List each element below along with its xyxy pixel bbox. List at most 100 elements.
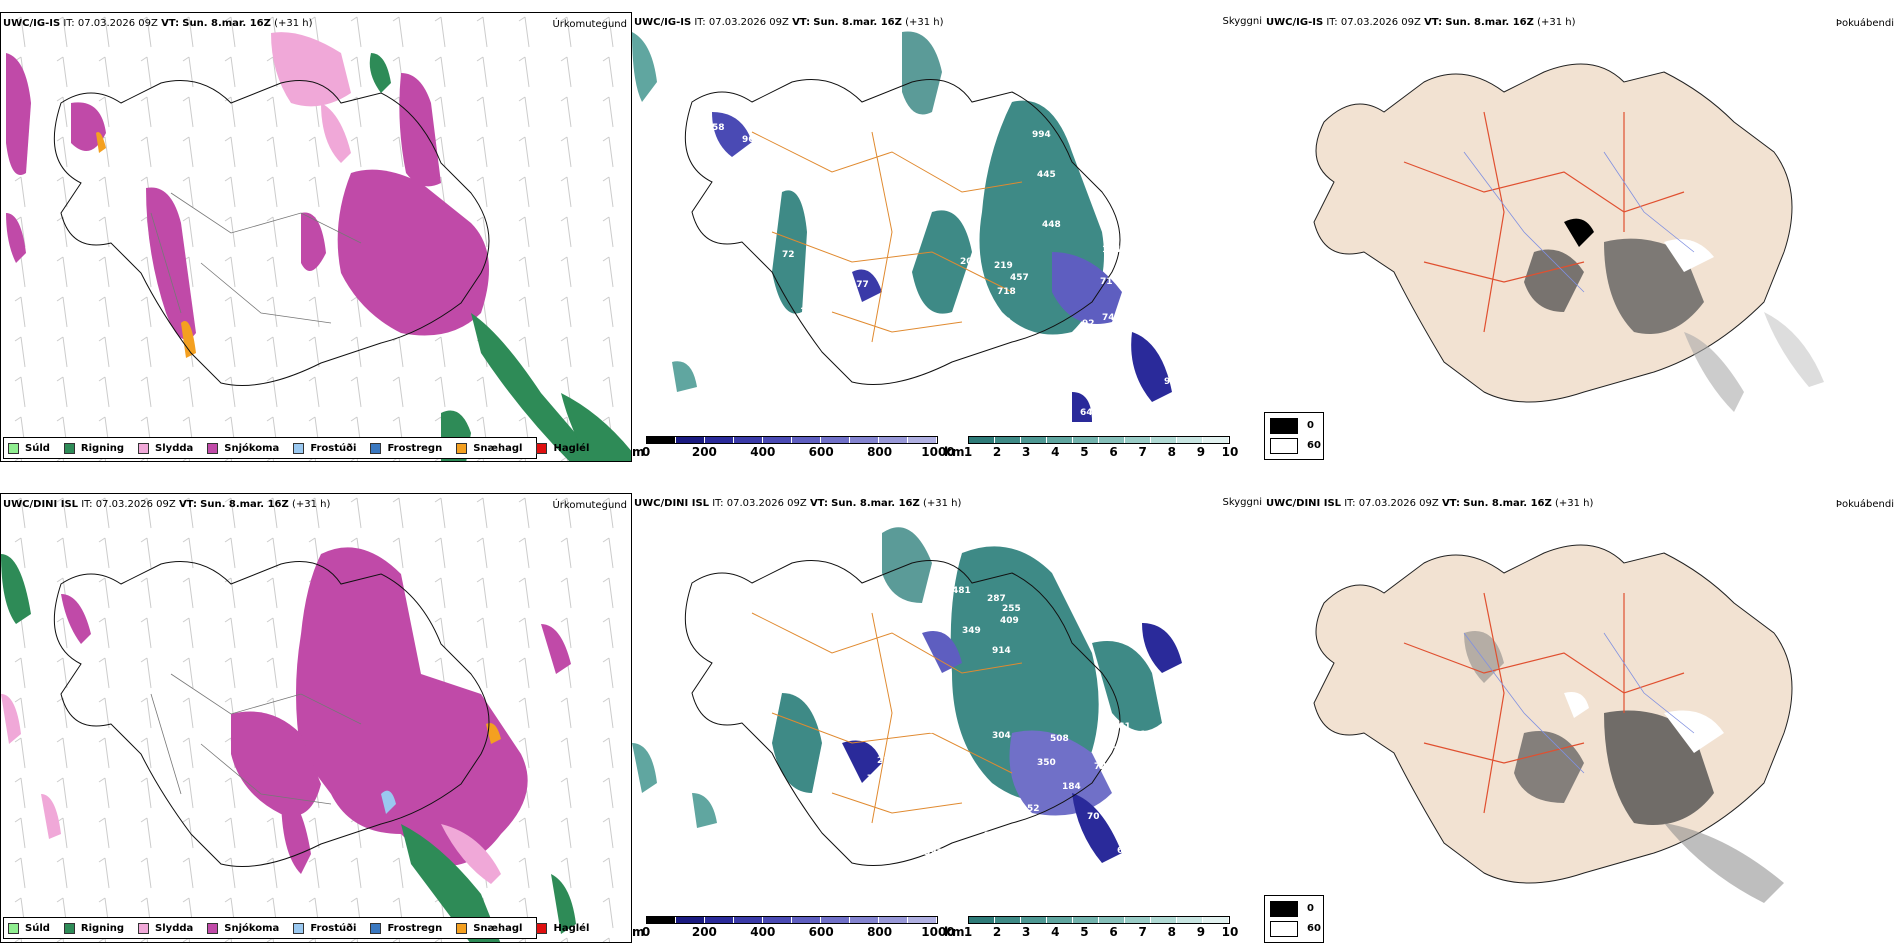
colorbar-segment	[1125, 437, 1151, 443]
legend-item: Haglél	[536, 922, 589, 934]
it-label: IT:	[1326, 17, 1338, 28]
height-label: 216	[877, 756, 896, 766]
colorbar-tick-label: 600	[808, 445, 834, 459]
colorbar-bar	[646, 436, 938, 444]
legend-item: Slydda	[138, 442, 193, 454]
colorbar-segment	[1073, 917, 1099, 923]
vt-label: VT:	[809, 498, 828, 509]
colorbar-tick-label: 0	[641, 925, 651, 939]
panel-title-cloud: Skyggni	[1222, 16, 1262, 27]
height-label: 718	[997, 287, 1016, 297]
colorbar-segment	[1203, 917, 1229, 923]
height-label: 115	[800, 307, 819, 317]
height-label: 110	[752, 230, 771, 240]
legend-item: Snæhagl	[456, 442, 522, 454]
height-label: 106	[1137, 746, 1156, 756]
fog-legend-top: 0 60	[1264, 412, 1324, 460]
legend-item: Snjókoma	[207, 442, 280, 454]
cloud-map-top: 58 96 865 349 994 445 448 184 207 219 45…	[632, 31, 1177, 422]
colorbar-tick-label: 6	[1109, 445, 1118, 459]
colorbar-tick-label: 8	[1167, 445, 1176, 459]
vt-label: VT:	[161, 18, 180, 29]
height-label: 71	[1100, 277, 1113, 287]
fog-legend-bottom: 0 60	[1264, 895, 1324, 943]
height-label: 561	[1112, 722, 1131, 732]
colorbar-segment	[1073, 437, 1099, 443]
colorbar-segment	[734, 917, 763, 923]
colorbar-segment	[792, 437, 821, 443]
height-label: 538	[910, 784, 929, 794]
colorbar-segment	[676, 917, 705, 923]
colorbar-tick-label: 9	[1196, 925, 1206, 939]
colorbar-segment	[1099, 917, 1125, 923]
model-name: UWC/IG-IS	[634, 17, 692, 28]
colorbar-segment	[676, 437, 705, 443]
height-label: 409	[1000, 616, 1019, 626]
fog-label-60: 60	[1307, 923, 1321, 934]
colorbar-segment	[908, 437, 937, 443]
fog-label-0: 0	[1307, 903, 1314, 914]
legend-item: Rigning	[63, 922, 124, 934]
legend-label: Haglél	[553, 442, 590, 454]
colorbar-segment	[705, 437, 734, 443]
colorbar-tick-label: 7	[1138, 445, 1147, 459]
fog-panel-bottom: UWC/DINI ISL IT: 07.03.2026 09Z VT: Sun.…	[1264, 493, 1900, 943]
colorbar-tick-label: 4	[1051, 925, 1060, 939]
swatch	[63, 922, 75, 934]
colorbar-tick-label: 3	[1022, 445, 1031, 459]
swatch	[536, 922, 548, 934]
legend-label: Snjókoma	[224, 922, 280, 934]
fog-label-0: 0	[1307, 420, 1314, 431]
height-label: 120	[894, 766, 913, 776]
colorbar-tick-label: 3	[1022, 925, 1031, 939]
height-label: 129	[974, 355, 993, 365]
height-label: 184	[1062, 782, 1081, 792]
header-bottom-cloud: UWC/DINI ISL IT: 07.03.2026 09Z VT: Sun.…	[634, 498, 961, 509]
colorbar-segment	[1099, 437, 1125, 443]
height-label: 457	[1010, 273, 1029, 283]
colorbar-segment	[995, 437, 1021, 443]
fog-label-60: 60	[1307, 440, 1321, 451]
colorbar-tick-label: 5	[1080, 925, 1089, 939]
height-label: 162	[992, 317, 1011, 327]
lead-time: (+31 h)	[1554, 498, 1594, 509]
colorbar-segment	[969, 437, 995, 443]
height-labels-top: 58 96 865 349 994 445 448 184 207 219 45…	[712, 123, 1177, 418]
height-label: 72	[1094, 762, 1107, 772]
colorbar-segment	[821, 917, 850, 923]
colorbar-segment	[850, 437, 879, 443]
height-label: 385	[922, 726, 941, 736]
height-label: 286	[1056, 335, 1075, 345]
legend-item: Snjókoma	[207, 922, 280, 934]
swatch	[207, 442, 219, 454]
legend-label: Frostúði	[310, 442, 357, 454]
it-value: 07.03.2026 09Z	[95, 499, 176, 510]
colorbar-segment	[1177, 917, 1203, 923]
height-label: 78	[867, 774, 880, 784]
colorbar-tick-label: 6	[1109, 925, 1118, 939]
fog-swatch-60	[1270, 921, 1298, 937]
panel-title-cloud: Skyggni	[1222, 497, 1262, 508]
colorbar-height-top: m 0 200 400 600 800 1000	[632, 436, 955, 462]
precip-type-panel-top: UWC/IG-IS IT: 07.03.2026 09Z VT: Sun. 8.…	[0, 12, 632, 462]
colorbar-tick-label: 2	[992, 925, 1002, 939]
vt-label: VT:	[1424, 17, 1443, 28]
legend-label: Frostregn	[387, 442, 443, 454]
swatch	[207, 922, 219, 934]
legend-item: Frostregn	[370, 922, 442, 934]
legend-item: Súld	[8, 922, 50, 934]
vt-value: Sun. 8.mar. 16Z	[200, 499, 289, 510]
colorbar-segment	[763, 917, 792, 923]
height-label: 96	[742, 135, 755, 145]
colorbar-segment	[969, 917, 995, 923]
height-label: 207	[960, 257, 979, 267]
colorbar-tick-label: 7	[1138, 925, 1147, 939]
it-label: IT:	[63, 18, 75, 29]
it-value: 07.03.2026 09Z	[1358, 498, 1439, 509]
cloud-panel-top: 58 96 865 349 994 445 448 184 207 219 45…	[632, 12, 1264, 462]
vt-value: Sun. 8.mar. 16Z	[182, 18, 271, 29]
colorbar-tick-label: 400	[750, 445, 776, 459]
legend-label: Snjókoma	[224, 442, 280, 454]
legend-label: Snæhagl	[473, 922, 523, 934]
height-label: 92	[1082, 319, 1095, 329]
